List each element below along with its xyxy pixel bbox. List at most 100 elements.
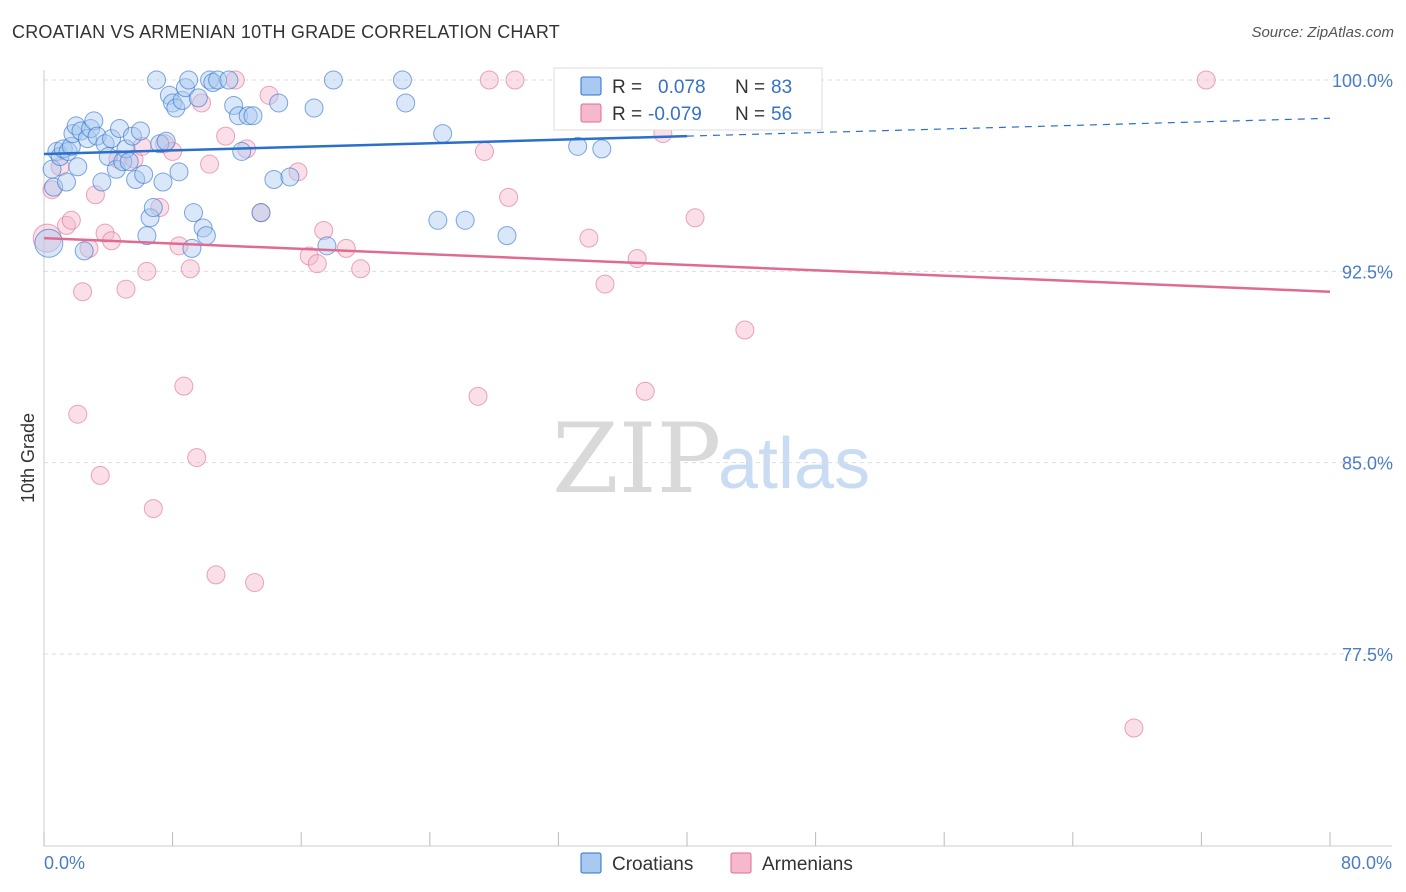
armenians-point — [685, 208, 705, 228]
armenians-point — [1124, 718, 1144, 738]
y-tick-label: 77.5% — [1342, 645, 1393, 665]
armenians-point — [192, 93, 212, 113]
y-tick-labels: 77.5% 85.0% 92.5% 100.0% — [1332, 71, 1393, 665]
armenians-point — [216, 126, 236, 146]
croatians-point — [44, 177, 64, 197]
y-tick-label: 85.0% — [1342, 454, 1393, 474]
armenians-point — [90, 465, 110, 485]
croatians-point — [428, 210, 448, 230]
croatians-point — [229, 106, 249, 126]
armenians-point — [85, 185, 105, 205]
croatians-point — [433, 124, 453, 144]
armenians-point — [579, 228, 599, 248]
watermark-zip: ZIP — [552, 403, 721, 515]
legend-armenians-swatch — [730, 852, 752, 874]
croatians-point — [140, 208, 160, 228]
croatians-point — [497, 226, 517, 246]
croatians-point — [317, 236, 337, 256]
armenians-point — [73, 282, 93, 302]
armenians-n-label: N = — [735, 104, 765, 125]
armenians-point — [314, 221, 334, 241]
croatians-point — [183, 203, 203, 223]
croatians-point — [396, 93, 416, 113]
croatians-point — [175, 78, 195, 98]
armenians-point — [299, 246, 319, 266]
croatians-point — [592, 139, 612, 159]
armenians-point — [259, 85, 279, 105]
armenians-point — [150, 198, 170, 218]
croatians-point — [134, 164, 154, 184]
croatians-point — [119, 152, 139, 172]
croatians-point — [57, 172, 77, 192]
armenians-point — [68, 404, 88, 424]
axes — [43, 70, 1392, 847]
croatians-point — [68, 157, 88, 177]
croatians-point — [130, 121, 150, 141]
armenians-point — [499, 187, 519, 207]
watermark-atlas: atlas — [718, 424, 870, 504]
armenians-point — [474, 141, 494, 161]
armenians-point — [245, 573, 265, 593]
croatians-point — [87, 126, 107, 146]
croatians-point — [169, 162, 189, 182]
croatians-point — [269, 93, 289, 113]
source-label: Source: ZipAtlas.com — [1251, 24, 1394, 41]
croatians-point — [323, 70, 343, 90]
croatians-point — [188, 88, 208, 108]
armenians-point — [143, 499, 163, 519]
croatians-point — [193, 218, 213, 238]
y-tick-label: 92.5% — [1342, 262, 1393, 282]
x-tick-label-max: 80.0% — [1341, 853, 1392, 873]
croatians-point — [182, 238, 202, 258]
croatians-point — [203, 73, 223, 93]
armenians-point — [351, 259, 371, 279]
croatians-point — [92, 172, 112, 192]
croatians-point — [219, 70, 239, 90]
croatians-point — [264, 169, 284, 189]
armenians-swatch — [580, 103, 602, 123]
croatians-point — [63, 124, 83, 144]
croatians-r-value: 0.078 — [658, 77, 706, 98]
croatians-point — [34, 228, 64, 258]
armenians-point — [336, 238, 356, 258]
stats-legend: R = 0.078 N = 83 R = -0.079 N = 56 — [553, 67, 823, 131]
croatians-point — [224, 96, 244, 116]
grid — [44, 79, 1392, 655]
croatians-point — [200, 70, 220, 90]
croatians-point — [81, 118, 101, 138]
croatians-n-value: 83 — [771, 77, 792, 98]
croatians-point — [74, 241, 94, 261]
armenians-point — [468, 386, 488, 406]
x-tick-label-min: 0.0% — [44, 853, 85, 873]
armenians-point — [206, 565, 226, 585]
croatians-point — [58, 141, 78, 161]
armenians-point — [174, 376, 194, 396]
armenians-point — [137, 261, 157, 281]
armenians-point — [180, 259, 200, 279]
trend-lines — [43, 117, 1331, 293]
armenians-point — [635, 381, 655, 401]
croatians-point — [143, 198, 163, 218]
croatians-point — [568, 136, 588, 156]
croatians-point — [159, 85, 179, 105]
croatians-point — [232, 141, 252, 161]
y-tick-label: 100.0% — [1332, 71, 1393, 91]
croatians-r-label: R = — [612, 77, 642, 98]
legend-armenians-label: Armenians — [762, 854, 853, 875]
croatians-point — [238, 106, 258, 126]
armenians-point — [735, 320, 755, 340]
series-legend: Croatians Armenians — [580, 852, 853, 875]
armenians-point — [95, 223, 115, 243]
armenians-point — [1196, 70, 1216, 90]
x-tick-labels: 0.0% 80.0% — [44, 853, 1392, 873]
armenians-point — [200, 154, 220, 174]
croatians-point — [84, 111, 104, 131]
armenians-point — [61, 210, 81, 230]
croatians-point — [147, 70, 167, 90]
armenians-r-value: -0.079 — [648, 104, 702, 125]
croatians-point — [208, 70, 228, 90]
croatians-point — [196, 226, 216, 246]
croatians-swatch — [580, 76, 602, 96]
croatians-point — [304, 98, 324, 118]
